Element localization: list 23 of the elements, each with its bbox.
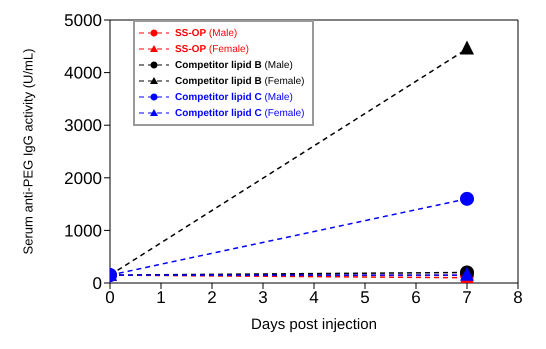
y-tick-label: 0: [92, 274, 102, 294]
x-tick-label: 8: [513, 288, 523, 308]
x-tick-label: 6: [411, 288, 421, 308]
legend-label: SS-OP (Female): [175, 44, 249, 54]
x-tick-label: 4: [309, 288, 319, 308]
legend-label: SS-OP (Male): [175, 28, 238, 38]
y-tick-label: 1000: [64, 221, 102, 240]
x-tick-label: 0: [105, 288, 115, 308]
legend-label: Competitor lipid C (Male): [175, 92, 293, 102]
legend-label: Competitor lipid B (Female): [175, 76, 304, 86]
y-tick-label: 2000: [64, 168, 102, 188]
y-axis-title: Serum anti-PEG IgG activity (U/mL): [20, 48, 36, 254]
y-tick-label: 5000: [64, 11, 102, 30]
x-tick-label: 2: [207, 288, 217, 308]
x-tick-label: 7: [462, 288, 472, 308]
legend-label: Competitor lipid B (Male): [175, 60, 293, 70]
x-tick-label: 1: [156, 288, 166, 308]
legend-label: Competitor lipid C (Female): [175, 108, 304, 118]
x-tick-label: 5: [360, 288, 370, 308]
x-tick-label: 3: [258, 288, 268, 308]
y-tick-label: 4000: [64, 64, 102, 83]
x-axis-title: Days post injection: [251, 316, 377, 333]
y-tick-label: 3000: [64, 116, 102, 136]
